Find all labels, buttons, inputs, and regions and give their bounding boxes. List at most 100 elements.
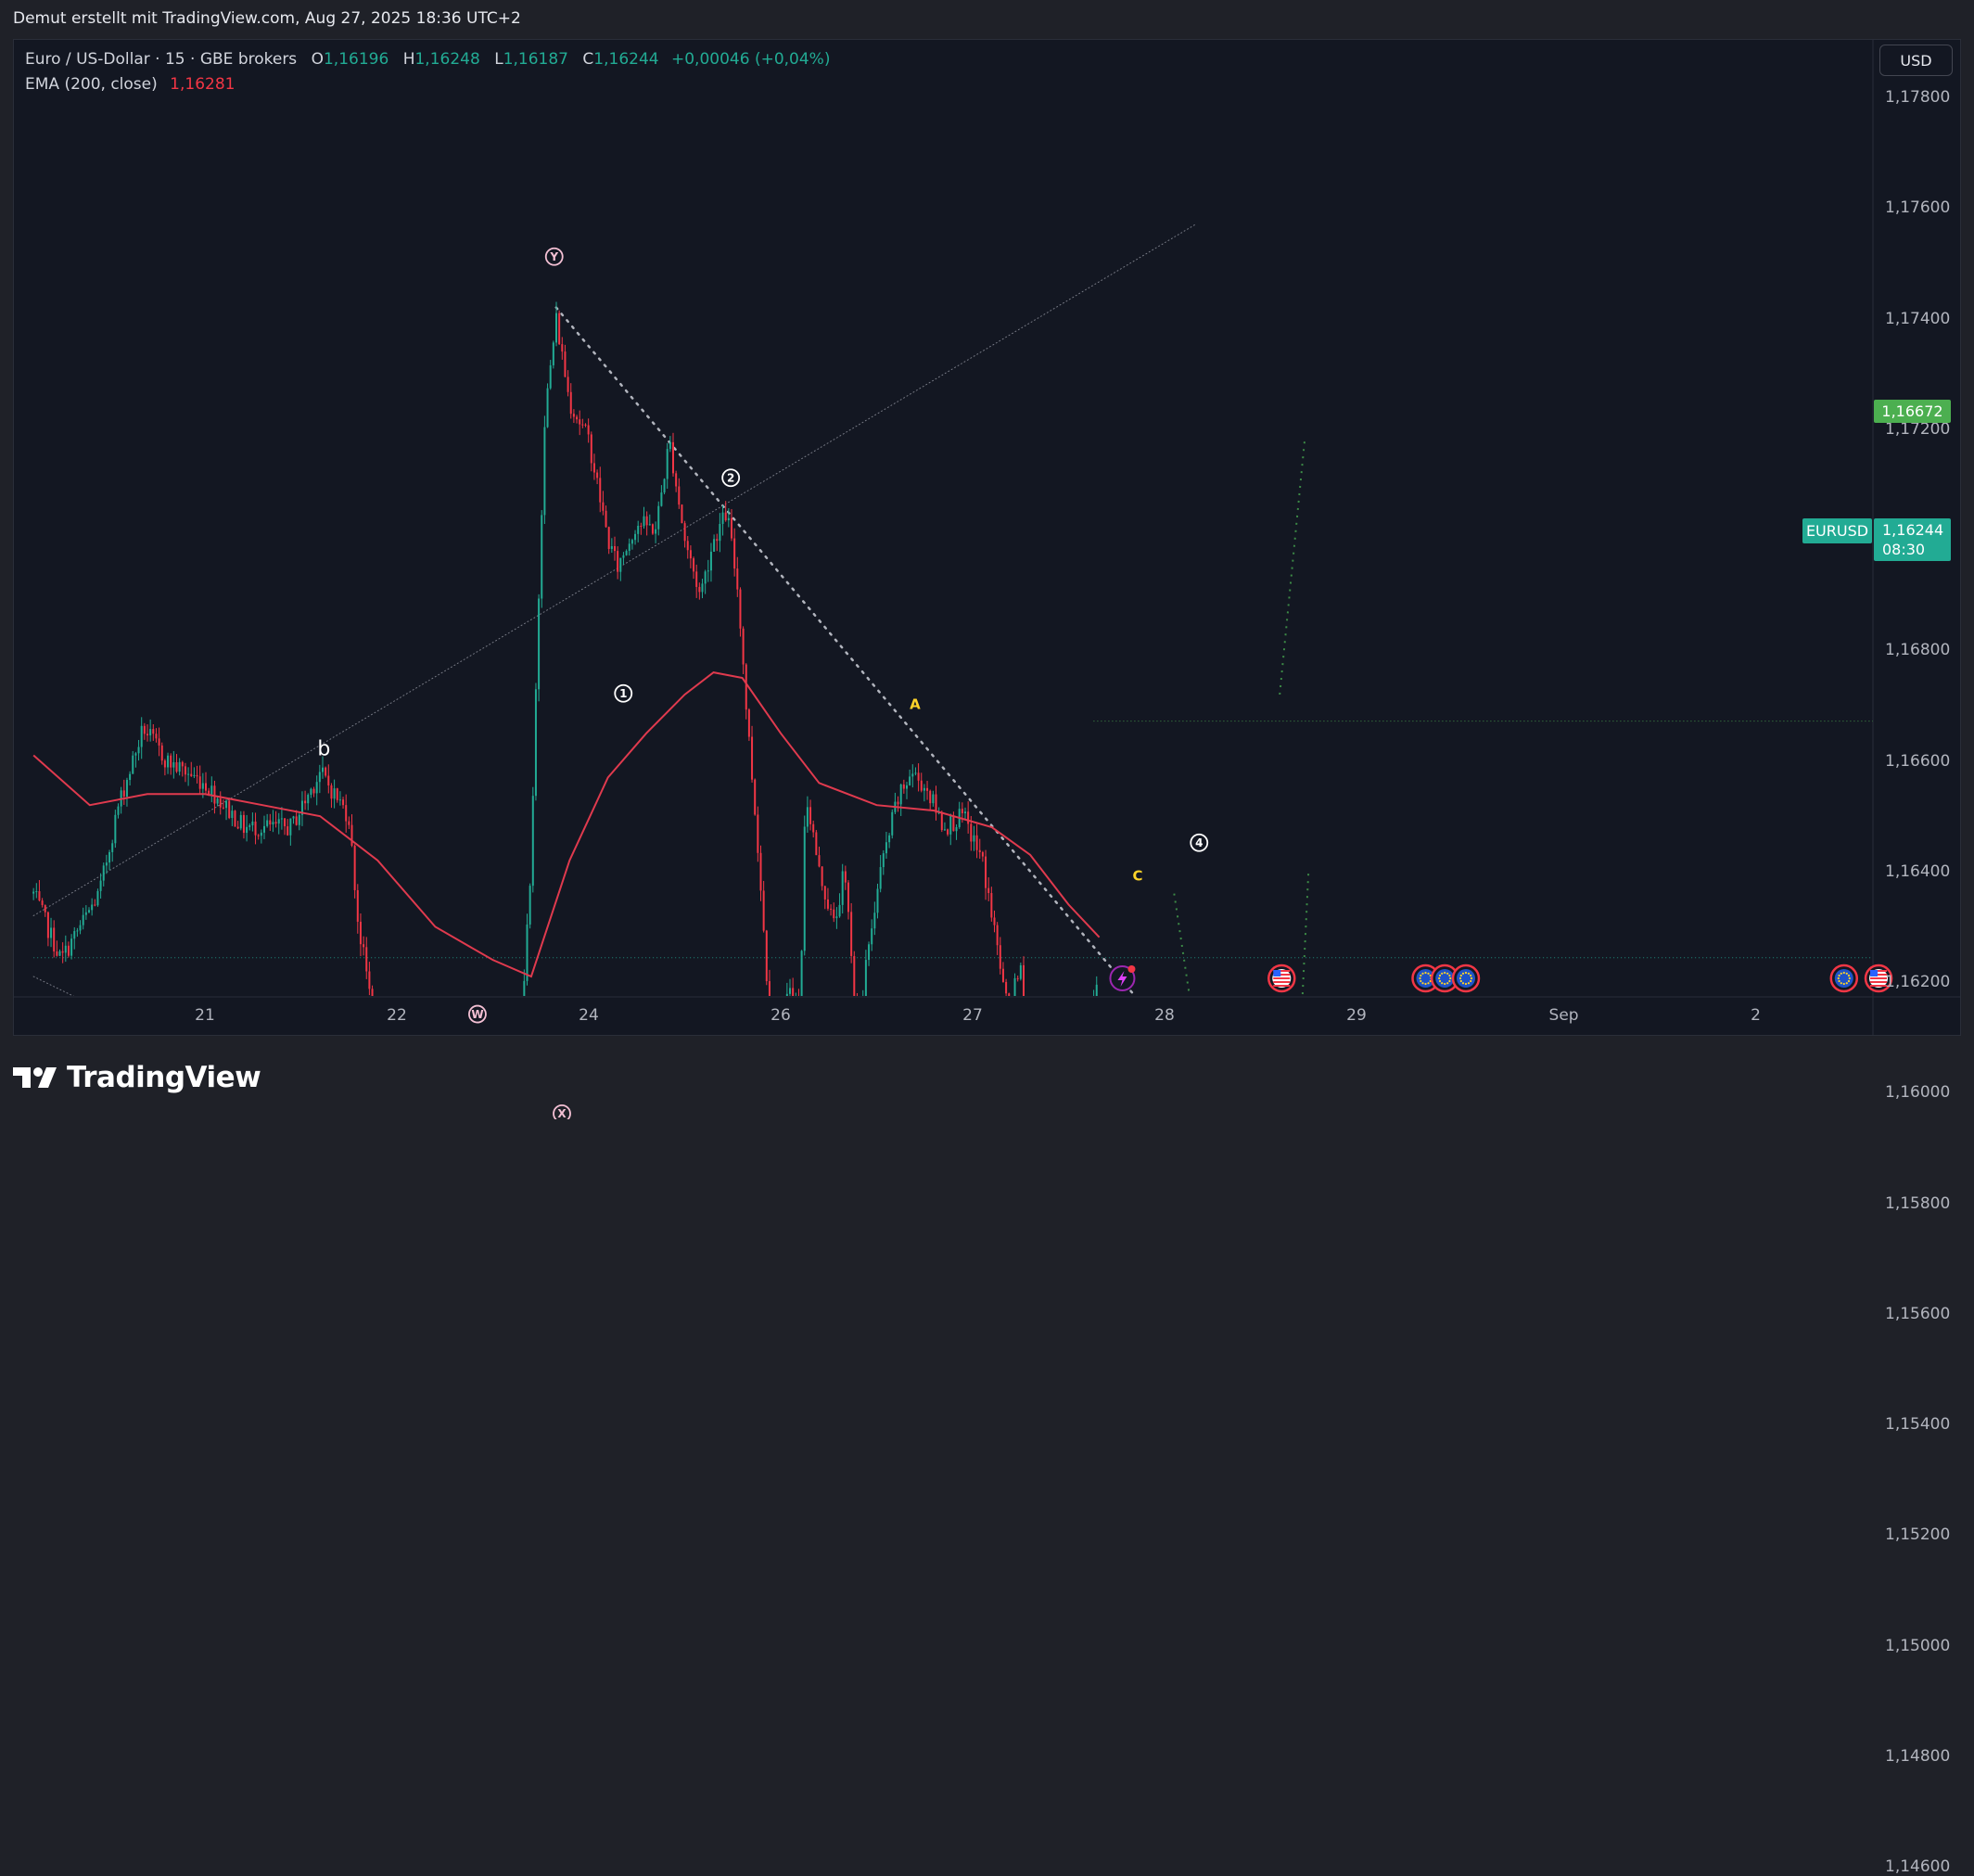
eu-flag-star <box>1441 982 1444 985</box>
candle-body <box>111 843 114 852</box>
eu-flag-star <box>1458 976 1462 980</box>
candle-body <box>96 890 99 906</box>
candle-body <box>541 515 543 599</box>
candle-body <box>260 832 262 836</box>
chart-panel[interactable] <box>13 39 1961 1036</box>
candle-body <box>517 1019 519 1027</box>
close-key: C <box>582 50 594 69</box>
candle-body <box>581 424 584 426</box>
candle-body <box>149 729 152 736</box>
candle-body <box>823 886 826 900</box>
candle-body <box>716 539 719 542</box>
candle-body <box>993 917 996 925</box>
candle-body <box>605 510 607 528</box>
symbol-title[interactable]: Euro / US-Dollar · 15 · GBE brokers <box>25 50 298 69</box>
candle-body <box>1093 1002 1095 1033</box>
candle-body <box>413 1042 414 1051</box>
candle-body <box>655 529 657 534</box>
wave-label-2: 2 <box>721 468 741 488</box>
candle-body <box>587 425 590 435</box>
low-value: 1,16187 <box>503 50 568 69</box>
candle-body <box>637 525 640 534</box>
candle-body <box>132 755 134 774</box>
wave-label-circle <box>721 468 741 488</box>
trendline-falling-resistance <box>554 306 1137 996</box>
eu-flag-star <box>1467 982 1471 985</box>
us-flag-icon[interactable] <box>1267 964 1296 993</box>
candle-body <box>512 1028 514 1050</box>
candle-body <box>409 1042 411 1048</box>
eu-flag-star <box>1438 979 1442 983</box>
time-tick-label: 22 <box>387 1006 407 1025</box>
candle-body <box>885 842 887 854</box>
last-price-tag: 1,16244 08:30 <box>1874 518 1951 561</box>
candle-body <box>87 910 90 912</box>
candle-body <box>368 971 371 989</box>
candle-body <box>736 568 739 590</box>
ohlc-row: Euro / US-Dollar · 15 · GBE brokers O1,1… <box>25 47 830 72</box>
us-flag-canton <box>1870 970 1878 976</box>
candle-body <box>1001 968 1004 982</box>
candle-body <box>163 760 166 768</box>
eu-flag-star <box>1845 972 1848 975</box>
candle-body <box>617 551 619 572</box>
candle-body <box>310 788 312 796</box>
trendline-lower-channel <box>32 976 75 996</box>
candle-body <box>181 761 184 767</box>
candle-body <box>905 785 908 789</box>
eu-flag-star <box>1427 972 1430 975</box>
eu-flag-star <box>1424 971 1427 975</box>
candle-body <box>686 541 689 551</box>
candle-body <box>850 912 853 956</box>
candle-body <box>543 427 546 516</box>
eu-flag-icon[interactable] <box>1451 964 1481 993</box>
chart-legend: Euro / US-Dollar · 15 · GBE brokers O1,1… <box>25 47 830 97</box>
bolt-icon-glyph <box>1117 971 1127 987</box>
candle-body <box>841 871 844 905</box>
candle-body <box>745 664 747 710</box>
us-flag-icon[interactable] <box>1864 964 1893 993</box>
candle-body <box>345 805 348 822</box>
price-chart[interactable]: bCWXY12345ABCb <box>0 0 1974 1119</box>
candle-body <box>242 814 245 834</box>
footer-brand[interactable]: TradingView <box>13 1059 261 1096</box>
projection-extension <box>1279 440 1306 696</box>
candle-body <box>554 313 557 343</box>
candle-body <box>973 835 975 842</box>
wave-label-circle <box>544 247 564 266</box>
candle-body <box>277 819 280 824</box>
candle-body <box>1013 977 1016 996</box>
high-key: H <box>402 50 415 69</box>
currency-button[interactable]: USD <box>1879 45 1953 76</box>
candle-body <box>94 904 96 906</box>
eu-flag-star <box>1438 976 1441 980</box>
candle-body <box>709 551 712 571</box>
bolt-icon[interactable] <box>1109 965 1136 991</box>
price-tick-label: 1,15400 <box>1885 1415 1951 1434</box>
eu-flag-star <box>1444 982 1446 986</box>
candle-body <box>348 821 350 825</box>
candle-body <box>663 479 666 493</box>
candle-body <box>225 800 228 809</box>
candle-body <box>441 1057 443 1066</box>
ema-label[interactable]: EMA (200, close) <box>25 75 158 94</box>
price-tick-label: 1,17200 <box>1885 419 1951 439</box>
candle-body <box>295 816 298 825</box>
candle-body <box>497 1066 499 1085</box>
candle-body <box>204 783 207 791</box>
candle-body <box>546 388 549 428</box>
eu-flag-icon[interactable] <box>1829 964 1859 993</box>
candle-body <box>689 550 692 559</box>
candle-body <box>978 849 981 852</box>
caption-bar: Demut erstellt mit TradingView.com, Aug … <box>0 0 1974 39</box>
chart-caption: Demut erstellt mit TradingView.com, Aug … <box>13 9 521 28</box>
eu-flag-icon[interactable] <box>1411 964 1440 993</box>
candle-body <box>640 525 643 527</box>
candle-body <box>401 1067 402 1070</box>
eu-flag-star <box>1837 976 1840 980</box>
candle-body <box>520 1019 522 1025</box>
ema-200-line <box>32 671 1101 978</box>
candle-body <box>254 821 257 836</box>
candle-body <box>453 1116 455 1119</box>
time-tick-label: 29 <box>1346 1006 1367 1025</box>
